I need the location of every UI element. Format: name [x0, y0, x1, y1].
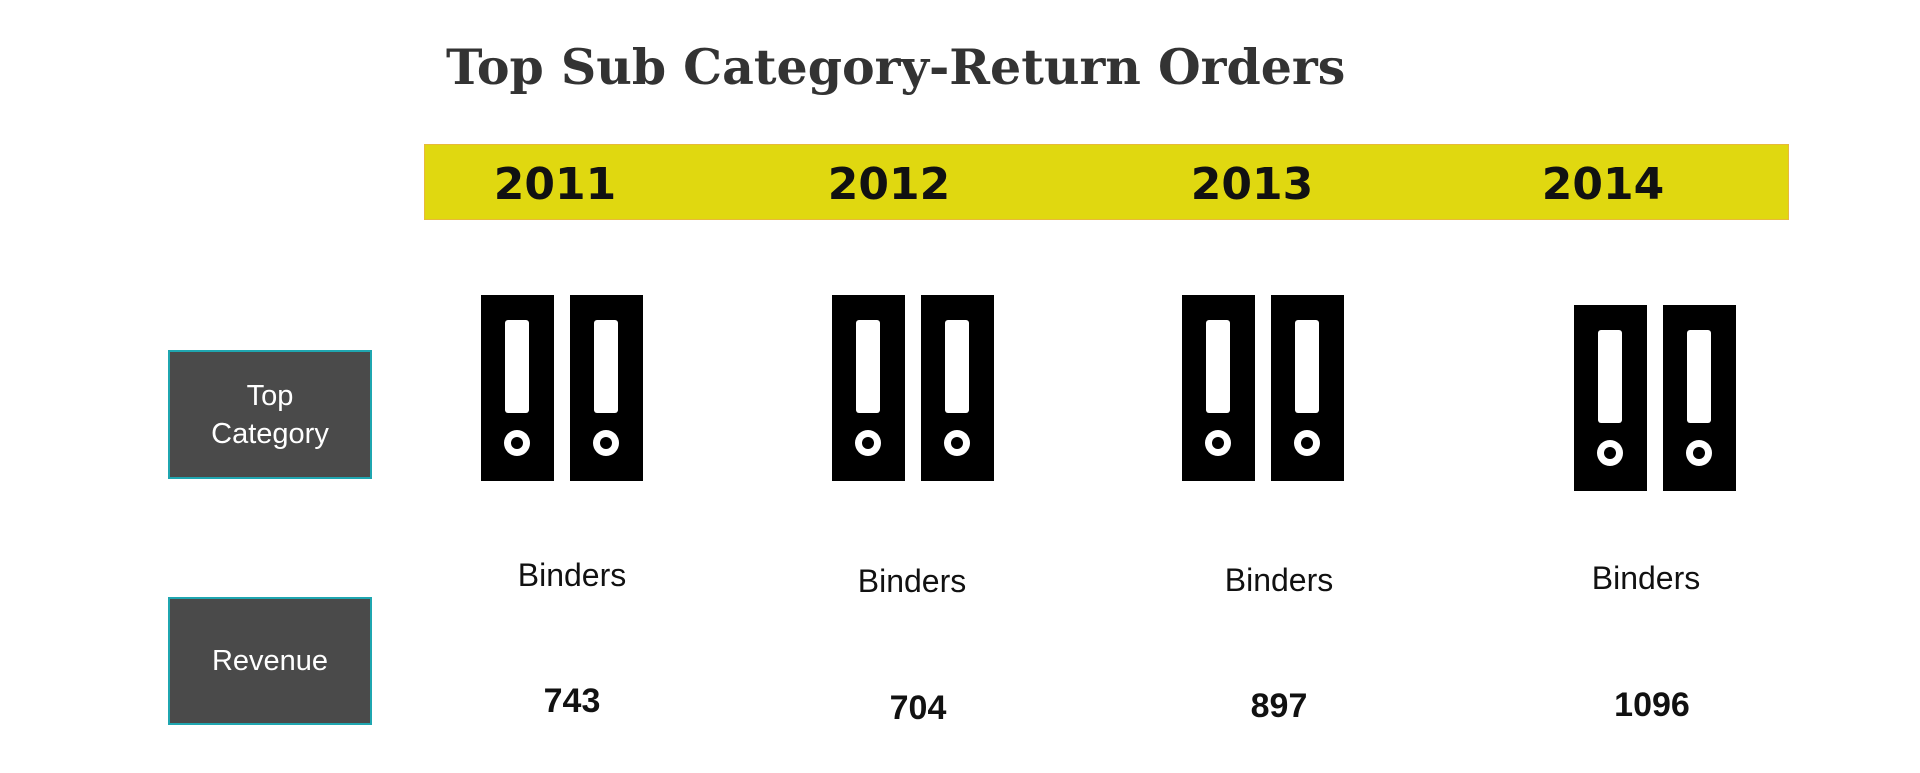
revenue-value-2014: 1096 — [1614, 686, 1690, 724]
year-2013: 2013 — [1190, 159, 1314, 210]
year-header-band: 2011 2012 2013 2014 — [424, 144, 1789, 220]
revenue-value-2011: 743 — [543, 682, 601, 720]
binders-icon — [832, 295, 994, 481]
category-label-2013: Binders — [1224, 562, 1334, 598]
year-2012: 2012 — [827, 159, 951, 210]
revenue-value-2013: 897 — [1250, 687, 1308, 725]
page-title: Top Sub Category-Return Orders — [446, 38, 1346, 96]
revenue-value-2012: 704 — [889, 689, 947, 727]
year-2011: 2011 — [493, 159, 617, 210]
revenue-label: Revenue — [168, 597, 372, 725]
category-label-2012: Binders — [857, 563, 967, 599]
top-category-label-line1: Top — [246, 379, 294, 412]
revenue-label-text: Revenue — [211, 645, 329, 677]
category-label-2011: Binders — [517, 557, 627, 593]
top-category-label-line2: Category — [211, 417, 329, 450]
binders-icon — [1574, 305, 1736, 491]
binders-icon — [1182, 295, 1344, 481]
top-category-label: Top Category — [168, 350, 372, 479]
binders-icon — [481, 295, 643, 481]
category-label-2014: Binders — [1591, 560, 1701, 596]
year-2014: 2014 — [1541, 159, 1665, 210]
